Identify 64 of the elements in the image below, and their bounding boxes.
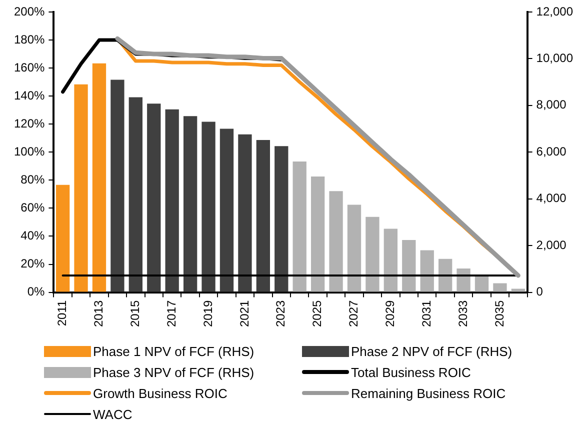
bar xyxy=(384,228,398,292)
y-tick-label: 60% xyxy=(20,200,46,215)
x-tick-label: 2021 xyxy=(237,300,252,328)
bar xyxy=(474,276,489,292)
bar xyxy=(165,109,179,292)
x-tick-label: 2033 xyxy=(456,300,470,328)
legend-label: WACC xyxy=(93,406,132,422)
x-tick-label: 2025 xyxy=(310,300,324,328)
legend-label: Growth Business ROIC xyxy=(93,386,228,400)
bar xyxy=(366,216,380,292)
x-tick-label: 2027 xyxy=(346,300,361,328)
bar xyxy=(274,146,288,292)
bar xyxy=(438,258,452,292)
y2-tick-label: 2,000 xyxy=(536,238,567,252)
x-tick-label: 2019 xyxy=(200,300,215,328)
bar xyxy=(183,116,198,292)
x-tick-label: 2017 xyxy=(164,300,178,328)
y2-tick-label: 10,000 xyxy=(536,51,574,66)
bar xyxy=(56,184,70,292)
y-tick-label: 200% xyxy=(14,4,46,18)
bar xyxy=(128,97,142,292)
bar xyxy=(310,176,325,292)
y-tick-label: 120% xyxy=(14,116,46,130)
x-tick-label: 2015 xyxy=(128,300,142,328)
bar xyxy=(511,288,526,292)
y2-tick-label: 6,000 xyxy=(536,144,567,158)
y2-tick-label: 4,000 xyxy=(536,191,567,206)
bar xyxy=(420,250,434,292)
bar xyxy=(456,268,470,292)
x-tick-label: 2029 xyxy=(382,300,397,328)
legend-label: Total Business ROIC xyxy=(351,364,471,380)
bar xyxy=(329,191,343,292)
bar xyxy=(220,128,234,292)
bar xyxy=(110,80,124,292)
bar xyxy=(256,140,270,292)
bar xyxy=(238,134,252,292)
x-tick-label: 2013 xyxy=(92,300,106,328)
legend-label: Phase 1 NPV of FCF (RHS) xyxy=(93,344,254,358)
y-tick-label: 180% xyxy=(14,32,46,46)
y2-tick-label: 0 xyxy=(536,284,544,299)
legend-label: Remaining Business ROIC xyxy=(351,386,506,400)
y2-tick-label: 8,000 xyxy=(536,98,567,112)
bar xyxy=(402,240,416,292)
y-tick-label: 20% xyxy=(20,256,46,271)
bar xyxy=(347,204,362,292)
bar xyxy=(92,63,106,292)
bar xyxy=(74,84,88,292)
y-tick-label: 0% xyxy=(27,284,46,299)
y-tick-label: 100% xyxy=(14,144,46,158)
y-tick-label: 40% xyxy=(20,228,46,243)
x-tick-label: 2035 xyxy=(492,300,506,328)
x-tick-label: 2023 xyxy=(274,300,288,328)
y-tick-label: 80% xyxy=(20,172,46,186)
bar xyxy=(493,283,507,292)
bar xyxy=(202,122,216,292)
legend-label: Phase 2 NPV of FCF (RHS) xyxy=(351,344,512,358)
y-tick-label: 160% xyxy=(14,60,46,74)
x-tick-label: 2031 xyxy=(419,300,434,328)
y-tick-label: 140% xyxy=(14,88,46,102)
bar xyxy=(292,161,306,292)
x-tick-label: 2011 xyxy=(55,300,70,326)
y2-tick-label: 12,000 xyxy=(536,4,574,18)
legend-label: Phase 3 NPV of FCF (RHS) xyxy=(93,364,254,380)
bar xyxy=(147,104,161,292)
